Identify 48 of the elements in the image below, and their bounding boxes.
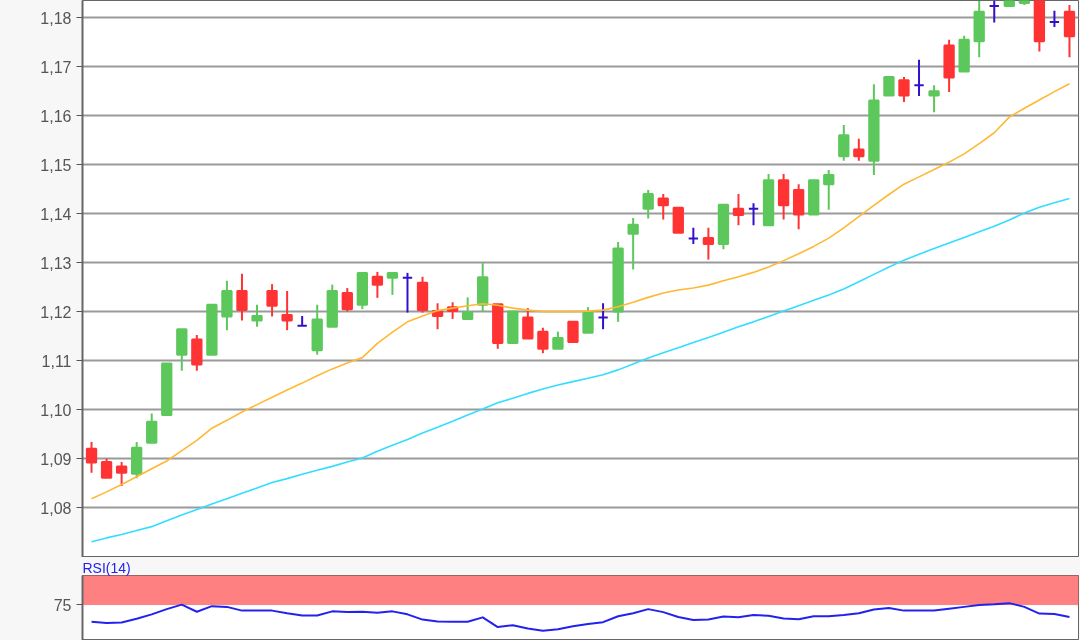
candlestick (988, 0, 1000, 24)
y-tick-label: 1,10 (40, 401, 72, 419)
candlestick (296, 314, 308, 327)
candlestick (522, 307, 534, 340)
y-tick-label: 1,14 (40, 205, 72, 223)
y-tick-label: 1,09 (40, 450, 72, 468)
candlestick (657, 193, 669, 221)
candlestick (537, 326, 549, 355)
candlestick (251, 303, 263, 328)
line-series (90, 197, 1071, 543)
chart-title: RSI(14) (82, 559, 131, 576)
candlestick (386, 271, 399, 296)
candlestick (567, 320, 579, 343)
candlestick (627, 217, 639, 271)
y-tick-label: 1,18 (40, 9, 72, 27)
candlestick (597, 302, 609, 331)
candlestick (883, 75, 895, 97)
band-label: 75 (53, 596, 72, 614)
candlestick (928, 84, 940, 114)
candlestick (115, 460, 128, 487)
candlestick (281, 290, 293, 332)
candlestick (853, 137, 865, 162)
candlestick (642, 189, 654, 220)
candlestick (898, 75, 910, 103)
line-series (90, 82, 1071, 500)
candlestick (913, 58, 925, 98)
candlestick (146, 412, 158, 444)
candlestick (266, 283, 278, 318)
candlestick (838, 123, 850, 162)
candlestick (462, 296, 474, 320)
candlestick (236, 272, 248, 322)
candlestick (702, 226, 715, 261)
y-tick-label: 1,08 (40, 499, 72, 517)
y-tick-label: 1,12 (40, 303, 72, 321)
candlestick (747, 202, 760, 227)
candlestick (401, 271, 414, 314)
y-tick-label: 1,16 (40, 107, 72, 125)
candlestick (371, 270, 384, 299)
candlestick (732, 193, 745, 227)
candlestick (341, 287, 353, 313)
y-tick-label: 1,11 (41, 352, 72, 370)
candlestick (582, 306, 594, 334)
candlestick (823, 169, 835, 211)
y-tick-label: 1,15 (40, 156, 72, 174)
candlestick (100, 457, 113, 479)
y-tick-label: 1,17 (40, 58, 72, 76)
candlestick (85, 440, 98, 474)
y-tick-label: 1,13 (40, 254, 72, 272)
